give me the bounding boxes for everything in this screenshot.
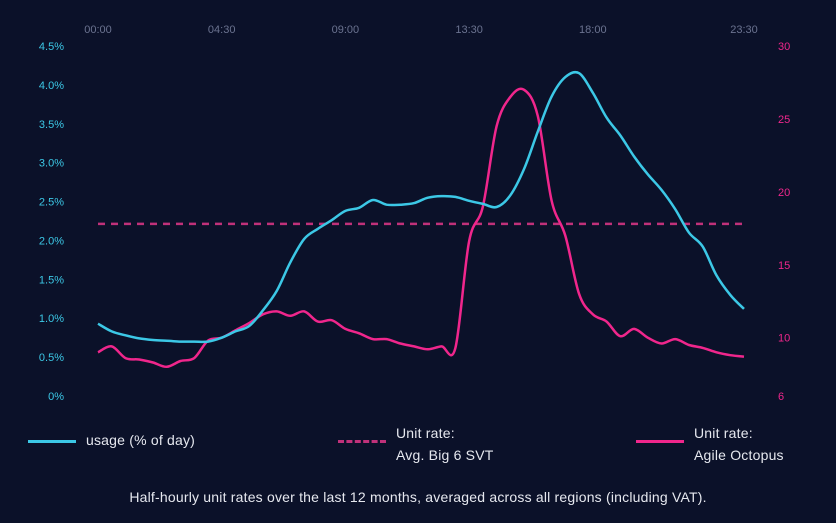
chart-legend: usage (% of day) Unit rate: Avg. Big 6 S… [0,422,836,466]
y-left-tick-label-5: 2.5% [39,197,64,209]
y-left-tick-label-4: 2.0% [39,235,64,247]
y-left-tick-label-7: 3.5% [39,119,64,131]
y-left-tick-label-6: 3.0% [39,158,64,170]
y-left-tick-label-9: 4.5% [39,41,64,53]
legend-label-agile-line2: Agile Octopus [694,444,784,466]
series-line-usage [98,72,744,342]
legend-swatch-usage [28,440,76,443]
legend-label-agile-line1: Unit rate: [694,422,784,444]
x-tick-label-2: 09:00 [332,24,360,36]
y-right-tick-label-4: 25 [778,114,790,126]
legend-item-usage: usage (% of day) [28,422,195,451]
x-tick-label-1: 04:30 [208,24,236,36]
y-right-tick-label-3: 20 [778,187,790,199]
y-right-tick-label-0: 6 [778,391,784,403]
usage-and-unit-rate-chart: 00:00 04:30 09:00 13:30 18:00 23:30 0% 0.5% 1.0%… [0,0,836,480]
y-left-tick-label-1: 0.5% [39,352,64,364]
y-right-tick-label-1: 10 [778,333,790,345]
legend-label-big6-line1: Unit rate: [396,422,493,444]
x-tick-label-4: 18:00 [579,24,607,36]
y-right-tick-label-5: 30 [778,41,790,53]
legend-swatch-agile [636,440,684,443]
y-left-tick-label-0: 0% [48,391,64,403]
y-right-tick-label-2: 15 [778,260,790,272]
x-tick-label-5: 23:30 [730,24,758,36]
x-tick-label-3: 13:30 [455,24,483,36]
legend-swatch-big6 [338,440,386,443]
y-left-tick-label-3: 1.5% [39,274,64,286]
y-left-tick-label-2: 1.0% [39,313,64,325]
legend-item-big6: Unit rate: Avg. Big 6 SVT [338,422,493,466]
chart-caption: Half-hourly unit rates over the last 12 … [0,489,836,505]
x-tick-label-0: 00:00 [84,24,112,36]
legend-label-usage: usage (% of day) [86,429,195,451]
legend-item-agile: Unit rate: Agile Octopus [636,422,784,466]
legend-label-big6-line2: Avg. Big 6 SVT [396,444,493,466]
series-line-agile-octopus [98,89,744,367]
y-left-tick-label-8: 4.0% [39,80,64,92]
